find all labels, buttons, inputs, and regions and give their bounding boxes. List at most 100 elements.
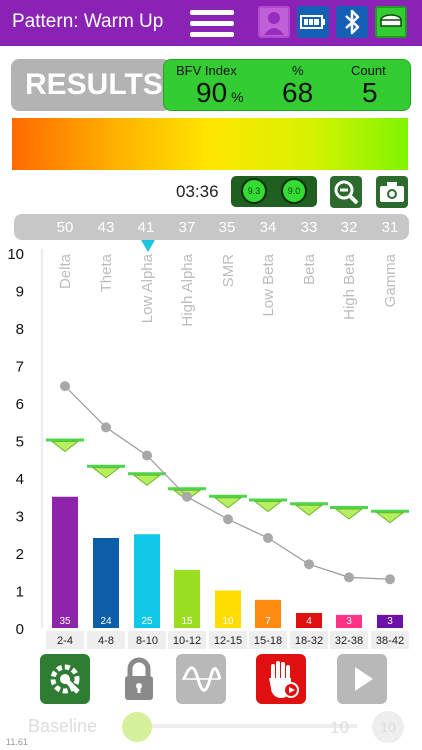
x-tick-label: 2-4 — [57, 635, 73, 647]
x-tick-box — [168, 631, 206, 649]
battery-icon[interactable] — [297, 6, 329, 38]
stop-button[interactable] — [256, 654, 306, 704]
sensor-right-icon: 9.0 — [281, 178, 307, 204]
count-value: 5 — [362, 77, 378, 108]
bar — [255, 599, 281, 628]
sensor-status[interactable]: 9.3 9.0 — [231, 176, 317, 207]
baseline-label: Baseline — [28, 716, 98, 736]
zoom-out-button[interactable] — [330, 176, 362, 208]
strip-value: 34 — [259, 219, 277, 236]
x-tick-box — [128, 631, 166, 649]
target-bar — [249, 498, 287, 502]
version-label: 11.61 — [6, 737, 28, 747]
waveform-button[interactable] — [176, 654, 226, 704]
pattern-title: Pattern: Warm Up — [12, 11, 164, 32]
strip-value: 33 — [300, 219, 318, 236]
target-bar — [330, 506, 368, 509]
bar-value-label: 4 — [306, 616, 312, 627]
target-bar — [46, 438, 84, 442]
trend-point — [263, 533, 273, 543]
x-tick-label: 12-15 — [214, 635, 242, 647]
x-tick-box — [249, 631, 287, 649]
play-button[interactable] — [337, 654, 387, 704]
y-tick-label: 2 — [16, 546, 24, 563]
strip-value: 35 — [218, 219, 236, 236]
bfv-index-label: BFV Index — [176, 63, 237, 78]
y-tick-label: 1 — [16, 584, 24, 601]
session-timer: 03:36 — [176, 182, 219, 201]
bar — [93, 538, 119, 628]
camera-button[interactable] — [376, 176, 408, 208]
y-tick-label: 7 — [16, 359, 24, 376]
target-bar — [168, 487, 206, 491]
zoom-out-icon — [334, 180, 359, 205]
target-marker — [294, 504, 324, 516]
bar-value-label: 3 — [346, 616, 352, 627]
band-name-label: Gamma — [382, 253, 399, 307]
bar — [52, 496, 78, 628]
band-name-label: Beta — [301, 253, 318, 285]
percent-label: % — [292, 63, 304, 78]
results-label: RESULTS — [11, 59, 171, 111]
trend-point — [385, 574, 395, 585]
bar-value-label: 3 — [387, 616, 393, 627]
band-name-label: SMR — [220, 254, 237, 288]
trend-point — [304, 559, 314, 570]
menu-icon[interactable] — [190, 8, 234, 40]
percent-value: 68 — [282, 77, 314, 108]
stop-hand-icon — [269, 661, 299, 698]
bfv-index-unit: % — [231, 89, 244, 105]
bar-value-label: 15 — [181, 616, 193, 627]
bar-value-label: 24 — [100, 616, 112, 627]
strip-value: 37 — [178, 219, 196, 236]
y-tick-label: 8 — [16, 321, 24, 338]
target-bar — [87, 464, 125, 468]
bar-value-label: 7 — [265, 616, 271, 627]
trend-point — [101, 422, 111, 433]
current-band-marker — [141, 240, 155, 252]
target-marker — [91, 467, 121, 479]
y-tick-label: 3 — [16, 509, 24, 526]
bar-value-label: 10 — [222, 616, 234, 627]
bar — [336, 614, 362, 628]
trend-point — [182, 491, 192, 502]
target-marker — [213, 497, 243, 509]
x-tick-label: 15-18 — [254, 635, 282, 647]
x-tick-label: 18-32 — [295, 635, 323, 647]
target-marker — [334, 508, 364, 520]
baseline-circle-value[interactable]: 10 — [372, 711, 404, 743]
x-tick-label: 10-12 — [173, 635, 201, 647]
headband-icon[interactable] — [375, 6, 407, 38]
band-name-label: Low Beta — [260, 253, 277, 316]
settings-icon — [50, 664, 80, 694]
bar — [377, 614, 403, 628]
trend-point — [60, 381, 70, 392]
baseline-slider-track[interactable] — [137, 724, 357, 728]
bar — [174, 569, 200, 628]
trend-point — [223, 514, 233, 525]
bluetooth-icon[interactable] — [336, 6, 368, 38]
band-values-strip: 50 43 41 37 35 34 33 32 31 — [14, 214, 409, 240]
bar-value-label: 25 — [141, 616, 153, 627]
bar — [296, 613, 322, 628]
baseline-slider-knob[interactable] — [122, 712, 152, 742]
trend-point — [344, 572, 354, 583]
target-bar — [371, 509, 409, 513]
trend-point — [142, 450, 152, 461]
x-tick-label: 4-8 — [98, 635, 114, 647]
count-label: Count — [351, 63, 386, 78]
band-name-label: High Alpha — [179, 253, 196, 326]
target-bar — [209, 494, 247, 498]
x-tick-box — [371, 631, 409, 649]
x-tick-label: 8-10 — [136, 635, 158, 647]
target-marker — [253, 501, 283, 513]
bfv-index-value: 90% — [196, 77, 244, 109]
x-tick-label: 32-38 — [335, 635, 363, 647]
target-marker — [375, 512, 405, 524]
user-icon[interactable] — [258, 6, 290, 38]
lock-button[interactable] — [114, 654, 164, 704]
target-bar — [290, 502, 328, 506]
settings-button[interactable] — [40, 654, 90, 704]
y-tick-label: 0 — [16, 621, 24, 638]
target-bar — [128, 472, 166, 476]
